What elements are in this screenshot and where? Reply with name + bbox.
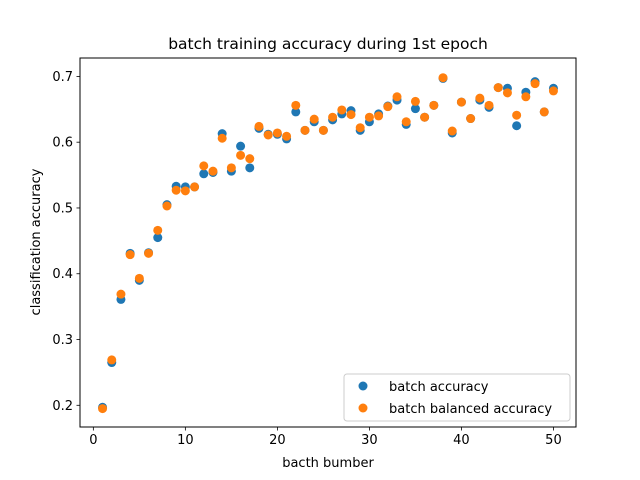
point-batch-balanced-accuracy	[153, 225, 163, 235]
point-batch-balanced-accuracy	[447, 126, 457, 136]
point-batch-balanced-accuracy	[190, 182, 200, 192]
point-batch-balanced-accuracy	[484, 100, 494, 110]
point-batch-accuracy	[291, 107, 301, 117]
point-batch-balanced-accuracy	[291, 100, 301, 110]
point-batch-balanced-accuracy	[116, 289, 126, 299]
point-batch-balanced-accuracy	[98, 404, 108, 414]
x-axis: 0 10 20 30 40 50	[89, 427, 562, 448]
point-batch-balanced-accuracy	[438, 73, 448, 83]
x-axis-label: bacth bumber	[282, 456, 374, 471]
x-tick-label: 20	[269, 433, 286, 448]
point-batch-balanced-accuracy	[466, 114, 476, 124]
point-batch-balanced-accuracy	[199, 161, 209, 171]
point-batch-balanced-accuracy	[134, 273, 144, 283]
legend-label-batch-accuracy: batch accuracy	[389, 380, 489, 395]
point-batch-accuracy	[410, 104, 420, 114]
point-batch-balanced-accuracy	[374, 111, 384, 121]
point-batch-balanced-accuracy	[346, 110, 356, 120]
point-batch-balanced-accuracy	[236, 150, 246, 160]
data-points	[98, 73, 558, 414]
x-tick-label: 10	[177, 433, 194, 448]
point-batch-balanced-accuracy	[475, 93, 485, 103]
point-batch-balanced-accuracy	[282, 131, 292, 141]
point-batch-balanced-accuracy	[355, 123, 365, 133]
chart-title: batch training accuracy during 1st epoch	[168, 35, 488, 53]
plot-area-frame	[79, 57, 577, 428]
point-batch-balanced-accuracy	[144, 248, 154, 258]
legend-marker-batch-accuracy	[358, 381, 368, 391]
point-batch-balanced-accuracy	[337, 105, 347, 115]
point-batch-balanced-accuracy	[272, 128, 282, 138]
point-batch-balanced-accuracy	[263, 130, 273, 140]
point-batch-balanced-accuracy	[180, 186, 190, 196]
point-batch-balanced-accuracy	[254, 121, 264, 131]
y-axis-label: classification accuracy	[29, 168, 44, 315]
point-batch-balanced-accuracy	[171, 185, 181, 195]
point-batch-balanced-accuracy	[548, 86, 558, 96]
point-batch-balanced-accuracy	[392, 92, 402, 102]
point-batch-balanced-accuracy	[125, 250, 135, 260]
y-axis: 0.2 0.3 0.4 0.5 0.6 0.7	[52, 70, 80, 414]
point-batch-balanced-accuracy	[521, 92, 531, 102]
x-tick-label: 30	[361, 433, 378, 448]
x-tick-label: 40	[453, 433, 470, 448]
point-batch-balanced-accuracy	[208, 166, 218, 176]
x-tick-label: 0	[89, 433, 97, 448]
point-batch-accuracy	[512, 121, 522, 131]
point-batch-balanced-accuracy	[401, 117, 411, 127]
y-tick-label: 0.2	[52, 399, 73, 414]
point-batch-accuracy	[245, 163, 255, 173]
legend-box	[343, 373, 571, 422]
point-batch-balanced-accuracy	[383, 102, 393, 112]
point-batch-balanced-accuracy	[328, 112, 338, 122]
point-batch-balanced-accuracy	[217, 133, 227, 143]
x-tick-label: 50	[545, 433, 562, 448]
legend: batch accuracy batch balanced accuracy	[343, 373, 571, 422]
point-batch-accuracy	[153, 233, 163, 243]
point-batch-balanced-accuracy	[420, 112, 430, 122]
point-batch-balanced-accuracy	[364, 112, 374, 122]
legend-label-batch-balanced-accuracy: batch balanced accuracy	[389, 402, 552, 417]
y-tick-label: 0.4	[52, 267, 73, 282]
point-batch-balanced-accuracy	[456, 97, 466, 107]
point-batch-balanced-accuracy	[300, 125, 310, 135]
point-batch-balanced-accuracy	[429, 100, 439, 110]
point-batch-balanced-accuracy	[493, 83, 503, 93]
point-batch-balanced-accuracy	[309, 114, 319, 124]
point-batch-balanced-accuracy	[410, 96, 420, 106]
y-tick-label: 0.7	[52, 70, 73, 85]
point-batch-accuracy	[236, 141, 246, 151]
y-tick-label: 0.5	[52, 201, 73, 216]
y-tick-label: 0.3	[52, 333, 73, 348]
point-batch-balanced-accuracy	[512, 110, 522, 120]
point-batch-balanced-accuracy	[318, 125, 328, 135]
point-batch-balanced-accuracy	[530, 79, 540, 89]
point-batch-accuracy	[199, 169, 209, 179]
point-batch-balanced-accuracy	[162, 201, 172, 211]
legend-marker-batch-balanced-accuracy	[358, 403, 368, 413]
point-batch-balanced-accuracy	[226, 163, 236, 173]
point-batch-balanced-accuracy	[539, 107, 549, 117]
y-tick-label: 0.6	[52, 136, 73, 151]
point-batch-balanced-accuracy	[245, 154, 255, 164]
point-batch-balanced-accuracy	[502, 88, 512, 98]
point-batch-balanced-accuracy	[107, 355, 117, 365]
